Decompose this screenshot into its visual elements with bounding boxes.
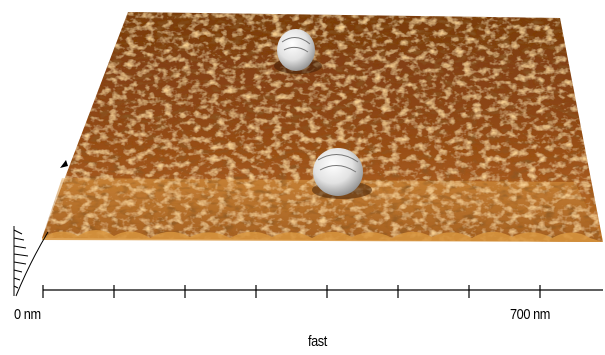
axis-end-label: 700 nm — [510, 306, 550, 323]
surface-topography — [42, 12, 603, 242]
particle-body — [277, 29, 315, 71]
surface-front-edge — [42, 230, 603, 242]
fast-axis — [42, 285, 603, 298]
tilt-marker — [60, 160, 68, 168]
particle-texture — [281, 37, 311, 53]
particle-body — [313, 148, 363, 196]
surface-front-band — [42, 178, 603, 242]
height-axis-line — [15, 231, 49, 297]
nanoparticle-1 — [274, 29, 322, 74]
nanoparticle-2 — [312, 148, 372, 199]
axis-start-label: 0 nm — [14, 306, 41, 323]
particle-texture — [317, 154, 359, 173]
height-axis — [13, 226, 49, 297]
height-axis-hatch — [13, 226, 29, 296]
axis-direction-label: fast — [308, 333, 327, 350]
